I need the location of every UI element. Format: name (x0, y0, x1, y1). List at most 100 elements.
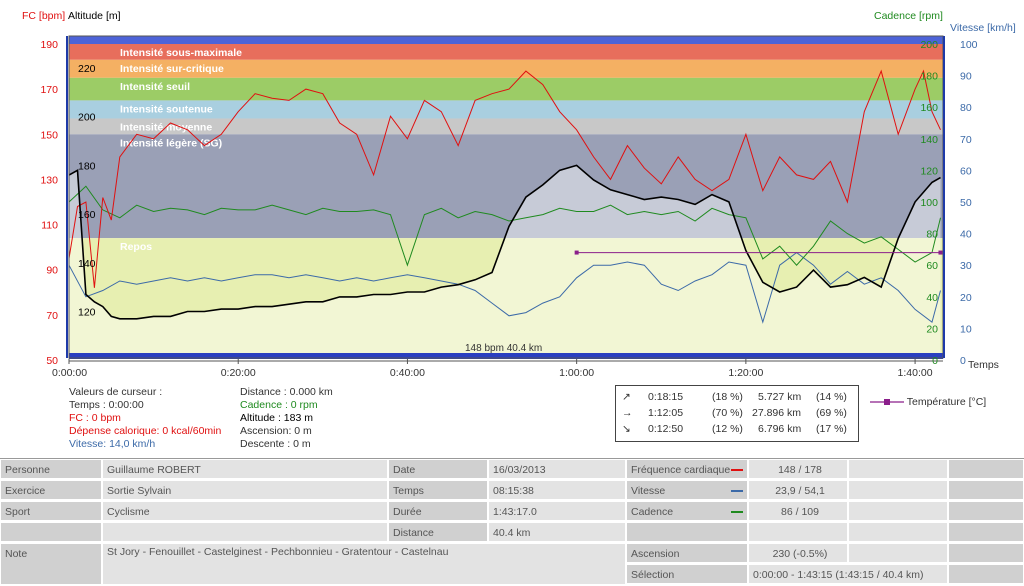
cadence-tick-label: 160 (920, 102, 938, 114)
distance-label: Distance (388, 522, 488, 542)
summary-dist: 5.727 km (758, 391, 802, 403)
cursor-heading: Valeurs de curseur : (69, 386, 163, 398)
altitude-tick-label: 140 (78, 258, 96, 270)
exercice-label: Exercice (0, 480, 102, 500)
date-value[interactable]: 16/03/2013 (488, 459, 626, 479)
vitesse-tick-label: 20 (960, 292, 972, 304)
vitesse-value: 23,9 / 54,1 (748, 480, 848, 500)
activity-chart[interactable]: Intensité sous-maximale Intensité sur-cri… (0, 0, 1024, 458)
vitesse-tick-label: 10 (960, 323, 972, 335)
summary-pct-dist: (17 %) (816, 423, 847, 435)
cursor-distance: Distance : 0.000 km (240, 386, 333, 398)
summary-pct-time: (18 %) (712, 391, 743, 403)
temperature-marker (938, 250, 943, 255)
altitude-tick-label: 120 (78, 307, 96, 319)
empty-cell (848, 480, 948, 500)
cadence-tick-label: 180 (920, 71, 938, 83)
fc-tick-label: 130 (40, 174, 58, 186)
summary-pct-time: (12 %) (712, 423, 743, 435)
cadence-tick-label: 40 (926, 292, 938, 304)
time-axis-title: Temps (968, 359, 999, 371)
summary-dist: 6.796 km (758, 423, 802, 435)
personne-value[interactable]: Guillaume ROBERT (102, 459, 388, 479)
temperature-legend-marker-icon (870, 399, 904, 406)
sport-label: Sport (0, 501, 102, 521)
cursor-ascension: Ascension: 0 m (240, 425, 312, 437)
duree-value[interactable]: 1:43:17.0 (488, 501, 626, 521)
temperature-legend[interactable]: Température [°C] (870, 396, 986, 408)
fc-axis-title: FC [bpm] (22, 10, 66, 22)
vitesse-tick-label: 80 (960, 102, 972, 114)
vitesse-tick-label: 40 (960, 229, 972, 241)
cursor-depense: Dépense calorique: 0 kcal/60min (69, 425, 222, 437)
vitesse-line (68, 251, 941, 324)
cadence-tick-label: 100 (920, 197, 938, 209)
empty-cell (0, 522, 102, 542)
cadence-tick-label: 120 (920, 165, 938, 177)
selection-label: Sélection (626, 564, 748, 584)
summary-row-climb: ↗ 0:18:15 (18 %) 5.727 km (14 %) (616, 391, 858, 407)
cursor-temps: Temps : 0:00:00 (69, 399, 144, 411)
altitude-tick-label: 180 (78, 160, 96, 172)
empty-cell (948, 501, 1024, 521)
zone-label: Intensité sous-maximale (120, 47, 242, 59)
fc-tick-label: 70 (46, 310, 58, 322)
empty-cell (948, 543, 1024, 563)
zone-band (69, 59, 943, 78)
empty-cell (626, 522, 748, 542)
time-tick-label: 0:20:00 (221, 367, 256, 379)
fc-tick-label: 110 (41, 220, 58, 232)
cadence-swatch (731, 511, 743, 513)
temps-label: Temps (388, 480, 488, 500)
empty-cell (848, 522, 948, 542)
fc-tick-label: 50 (46, 355, 58, 367)
empty-cell (948, 459, 1024, 479)
altitude-tick-label: 220 (78, 63, 96, 75)
summary-row-flat: → 1:12:05 (70 %) 27.896 km (69 %) (616, 407, 858, 423)
fc-line (68, 69, 941, 288)
activity-info-table: Personne Guillaume ROBERT Exercice Sorti… (0, 458, 1024, 586)
time-tick-label: 1:40:00 (898, 367, 933, 379)
distance-value[interactable]: 40.4 km (488, 522, 626, 542)
summary-time: 0:12:50 (648, 423, 684, 435)
cadence-tick-label: 20 (926, 323, 938, 335)
time-tick-label: 0:40:00 (390, 367, 425, 379)
vitesse-tick-label: 0 (960, 355, 966, 367)
cadence-tick-label: 200 (920, 39, 938, 51)
cadence-tick-label: 140 (920, 134, 938, 146)
fc-swatch (731, 469, 743, 471)
cursor-descente: Descente : 0 m (240, 438, 311, 450)
vitesse-axis-title: Vitesse [km/h] (950, 22, 1016, 34)
note-value[interactable]: St Jory - Fenouillet - Castelginest - Pe… (102, 543, 626, 585)
empty-cell (948, 522, 1024, 542)
altitude-axis-title: Altitude [m] (68, 10, 121, 22)
zone-band (69, 100, 943, 119)
zone-top-band (69, 36, 943, 44)
cadence-tick-label: 80 (926, 229, 938, 241)
date-label: Date (388, 459, 488, 479)
fc-tick-label: 170 (40, 84, 58, 96)
summary-dist: 27.896 km (752, 407, 802, 419)
sport-value[interactable]: Cyclisme (102, 501, 388, 521)
time-tick-label: 0:00:00 (52, 367, 87, 379)
note-label: Note (0, 543, 102, 585)
summary-pct-dist: (14 %) (816, 391, 847, 403)
vitesse-tick-label: 90 (960, 71, 972, 83)
temps-value[interactable]: 08:15:38 (488, 480, 626, 500)
summary-time: 1:12:05 (648, 407, 684, 419)
zone-band (69, 238, 943, 358)
ascension-label: Ascension (626, 543, 748, 563)
vitesse-tick-label: 70 (960, 134, 972, 146)
empty-cell (848, 501, 948, 521)
summary-row-descent: ↘ 0:12:50 (12 %) 6.796 km (17 %) (616, 423, 858, 439)
temperature-marker (574, 250, 579, 255)
summary-pct-dist: (69 %) (816, 407, 847, 419)
ascension-value: 230 (-0.5%) (748, 543, 848, 563)
fc-label-text: Fréquence cardiaque (631, 464, 731, 476)
zone-band (69, 134, 943, 239)
cadence-line (68, 185, 941, 267)
zone-label: Repos (120, 241, 152, 253)
altitude-line (68, 164, 941, 320)
exercice-value[interactable]: Sortie Sylvain (102, 480, 388, 500)
arrow-down-right-icon: ↘ (622, 423, 631, 435)
